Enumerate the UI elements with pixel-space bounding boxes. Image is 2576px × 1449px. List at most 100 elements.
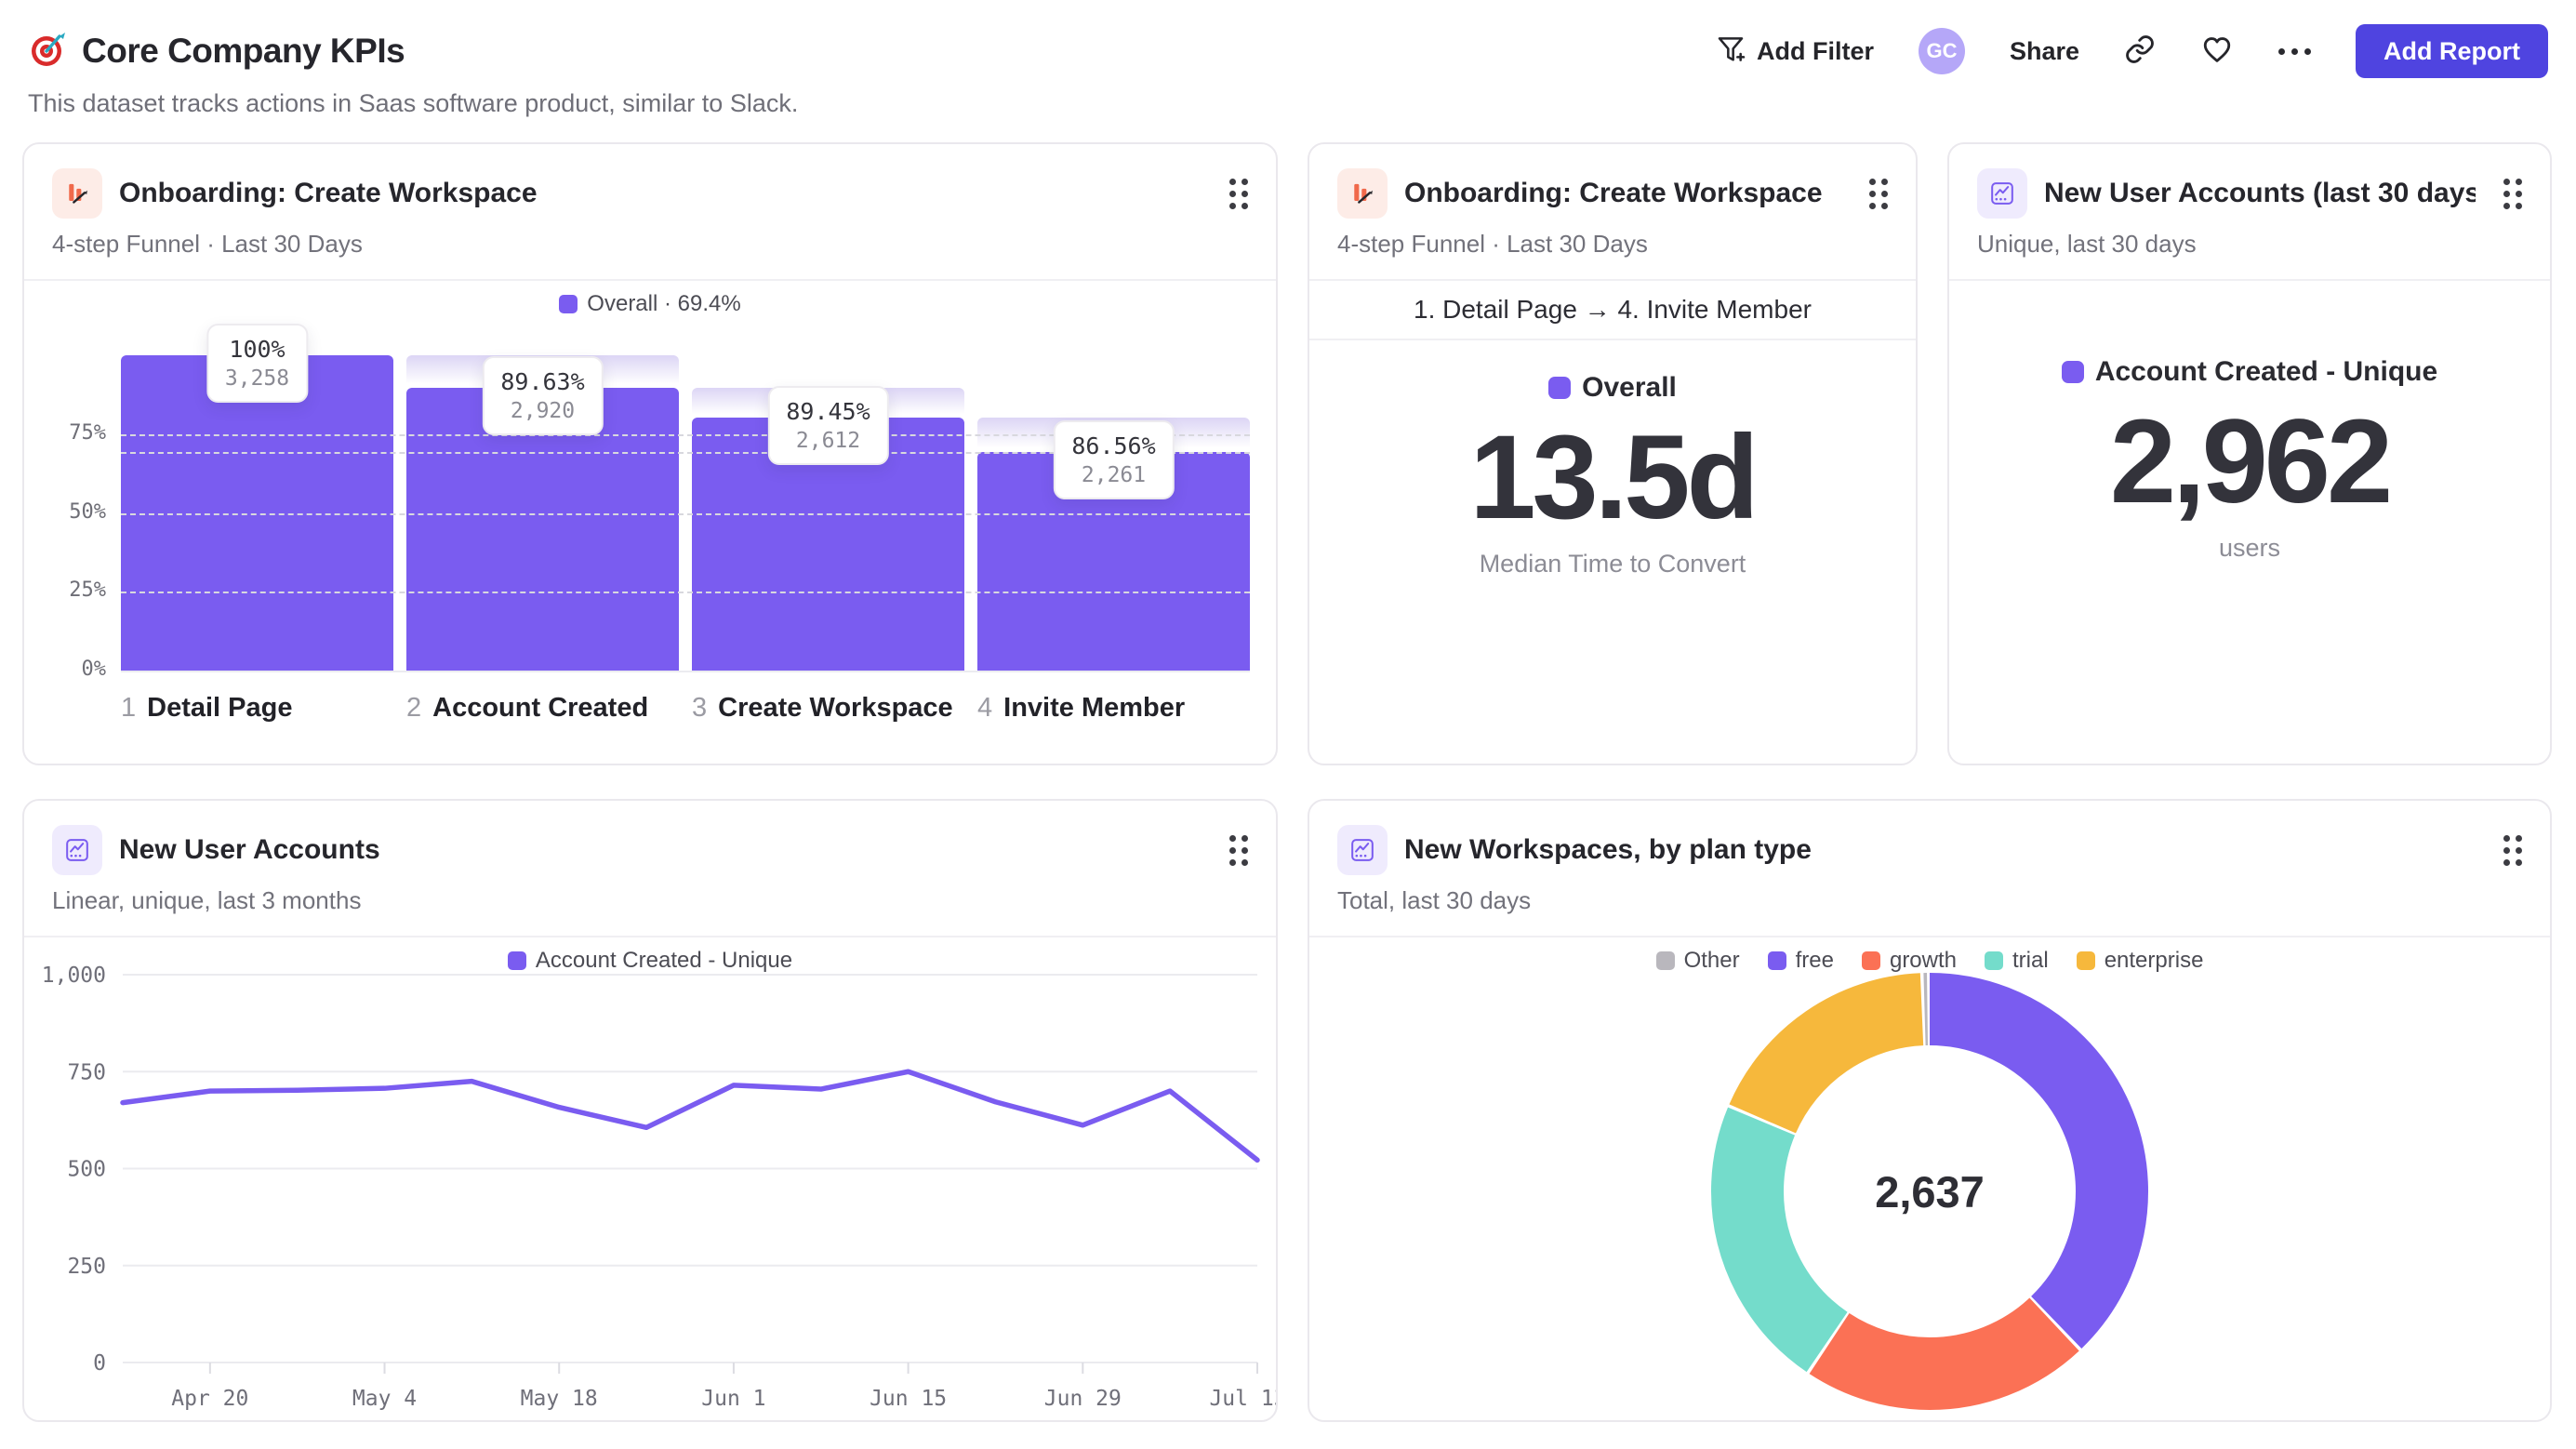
legend-swatch [1985,951,2004,970]
funnel-bar-column: 89.45% 2,612 [692,355,964,671]
divider [24,279,1276,281]
legend-item: trial [1985,948,2049,974]
drag-handle-icon[interactable] [2503,178,2522,209]
legend-label: free [1795,948,1834,973]
step-name: Create Workspace [718,693,953,723]
funnel-y-tick: 0% [81,658,107,681]
card-subtitle: 4-step Funnel · Last 30 Days [1337,230,1648,258]
page-subtitle: This dataset tracks actions in Saas soft… [28,89,799,117]
funnel-bar-label: 89.45% 2,612 [767,386,889,466]
donut-segment-trial[interactable] [1711,973,2148,1410]
funnel-step-range: 1. Detail Page → 4. Invite Member [1309,281,1916,340]
divider [1309,936,2550,937]
legend-label: growth [1889,948,1958,973]
funnel-bar-label: 100% 3,258 [206,324,309,403]
line-chart-svg: 0 250 500 750 1,000 Apr 20 May 4 May 18 Jun 1 Jun… [42,964,1287,1411]
metric-value: 2,962 [2109,395,2393,528]
more-menu-button[interactable] [2278,47,2312,55]
card-onboarding-funnel: Onboarding: Create Workspace 4-step Funn… [22,142,1278,765]
step-name: Invite Member [1003,693,1186,723]
add-filter-button[interactable]: Add Filter [1716,33,1874,70]
svg-text:May 18: May 18 [521,1387,598,1411]
svg-text:500: 500 [67,1158,106,1182]
legend-item: Other [1655,948,1740,974]
card-title: Onboarding: Create Workspace [1404,178,1823,208]
funnel-y-tick: 75% [69,420,106,445]
page-header: Core Company KPIs Add Filter GC Share [0,0,2576,78]
add-report-button[interactable]: Add Report [2356,24,2548,78]
legend-swatch [1767,951,1786,970]
svg-text:750: 750 [67,1060,106,1084]
line-chart: Account Created - Unique 0 250 500 750 1,000… [24,925,1287,1420]
step-name: Account Created [432,693,649,723]
step-number: 1 [121,693,137,723]
card-new-accounts-30d: New User Accounts (last 30 days) Unique,… [1947,142,2552,765]
drag-handle-icon[interactable] [1229,178,1248,209]
funnel-step-label: 4 Invite Member [977,693,1250,724]
metric-block: Overall 13.5d Median Time to Convert [1309,340,1916,778]
target-icon [28,30,67,73]
svg-text:1,000: 1,000 [42,964,106,988]
metric-value: 13.5d [1469,411,1759,544]
card-title: New User Accounts [119,834,380,865]
metric-caption: users [2218,534,2281,562]
line-series [120,1069,1260,1163]
donut-chart: Other free growth trial enterprise 2,637 [1309,925,2550,1420]
funnel-y-tick: 50% [69,499,106,524]
legend-label: enterprise [2104,948,2204,973]
donut-center-value: 2,637 [1875,1166,1985,1216]
legend-item: enterprise [2076,948,2204,974]
link-icon[interactable] [2124,33,2156,70]
funnel-chart-icon [1337,168,1388,219]
card-time-to-convert: Onboarding: Create Workspace 4-step Funn… [1308,142,1918,765]
legend-swatch [1548,377,1572,399]
step-number: 4 [977,693,993,723]
card-title: Onboarding: Create Workspace [119,178,538,208]
svg-text:Jun 1: Jun 1 [701,1387,765,1411]
funnel-chart: Overall · 69.4% 100% 3,258 89.63% 2,920 89.4… [24,269,1276,764]
conversion-pct: 100% [229,336,285,363]
drag-handle-icon[interactable] [2503,834,2522,866]
legend-swatch [1655,951,1675,970]
legend-item: Account Created - Unique [2061,356,2437,388]
card-workspaces-by-plan: New Workspaces, by plan type Total, last… [1308,799,2552,1422]
avatar[interactable]: GC [1918,28,1965,74]
svg-text:250: 250 [67,1255,106,1279]
svg-text:Jun 29: Jun 29 [1044,1387,1122,1411]
legend-item: free [1767,948,1834,974]
conversion-count: 2,920 [510,399,576,424]
conversion-pct: 89.45% [786,398,870,426]
donut-segment-growth[interactable] [1711,973,2148,1410]
svg-text:0: 0 [93,1351,106,1376]
conversion-count: 2,612 [795,429,861,454]
heart-icon[interactable] [2200,33,2234,71]
card-subtitle: Total, last 30 days [1337,886,1532,914]
drag-handle-icon[interactable] [1229,834,1248,866]
svg-text:May 4: May 4 [352,1387,417,1411]
funnel-y-tick: 25% [69,578,106,603]
funnel-step-label: 2 Account Created [406,693,679,724]
donut-segment-free[interactable] [1711,973,2148,1410]
filter-plus-icon [1716,33,1746,70]
metric-block: Account Created - Unique 2,962 users [1949,281,2550,778]
funnel-chart-icon [52,168,102,219]
step-name: Detail Page [147,693,293,723]
card-title: New User Accounts (last 30 days) [2044,178,2476,208]
svg-text:Jun 15: Jun 15 [870,1387,947,1411]
svg-text:Apr 20: Apr 20 [171,1387,248,1411]
conversion-count: 2,261 [1081,462,1147,487]
funnel-bar-label: 86.56% 2,261 [1053,419,1175,499]
line-chart-icon [1977,168,2027,219]
conversion-count: 3,258 [224,366,290,391]
funnel-step-label: 3 Create Workspace [692,693,964,724]
card-title: New Workspaces, by plan type [1404,834,1812,865]
legend-item: Overall [1548,372,1677,404]
share-button[interactable]: Share [2009,36,2080,65]
step-number: 2 [406,693,422,723]
card-subtitle: Unique, last 30 days [1977,230,2197,258]
legend-item: growth [1861,948,1958,974]
dashboard-grid: Onboarding: Create Workspace 4-step Funn… [22,142,2554,1422]
conversion-pct: 86.56% [1071,432,1156,459]
drag-handle-icon[interactable] [1869,178,1888,209]
divider [1949,279,2550,281]
